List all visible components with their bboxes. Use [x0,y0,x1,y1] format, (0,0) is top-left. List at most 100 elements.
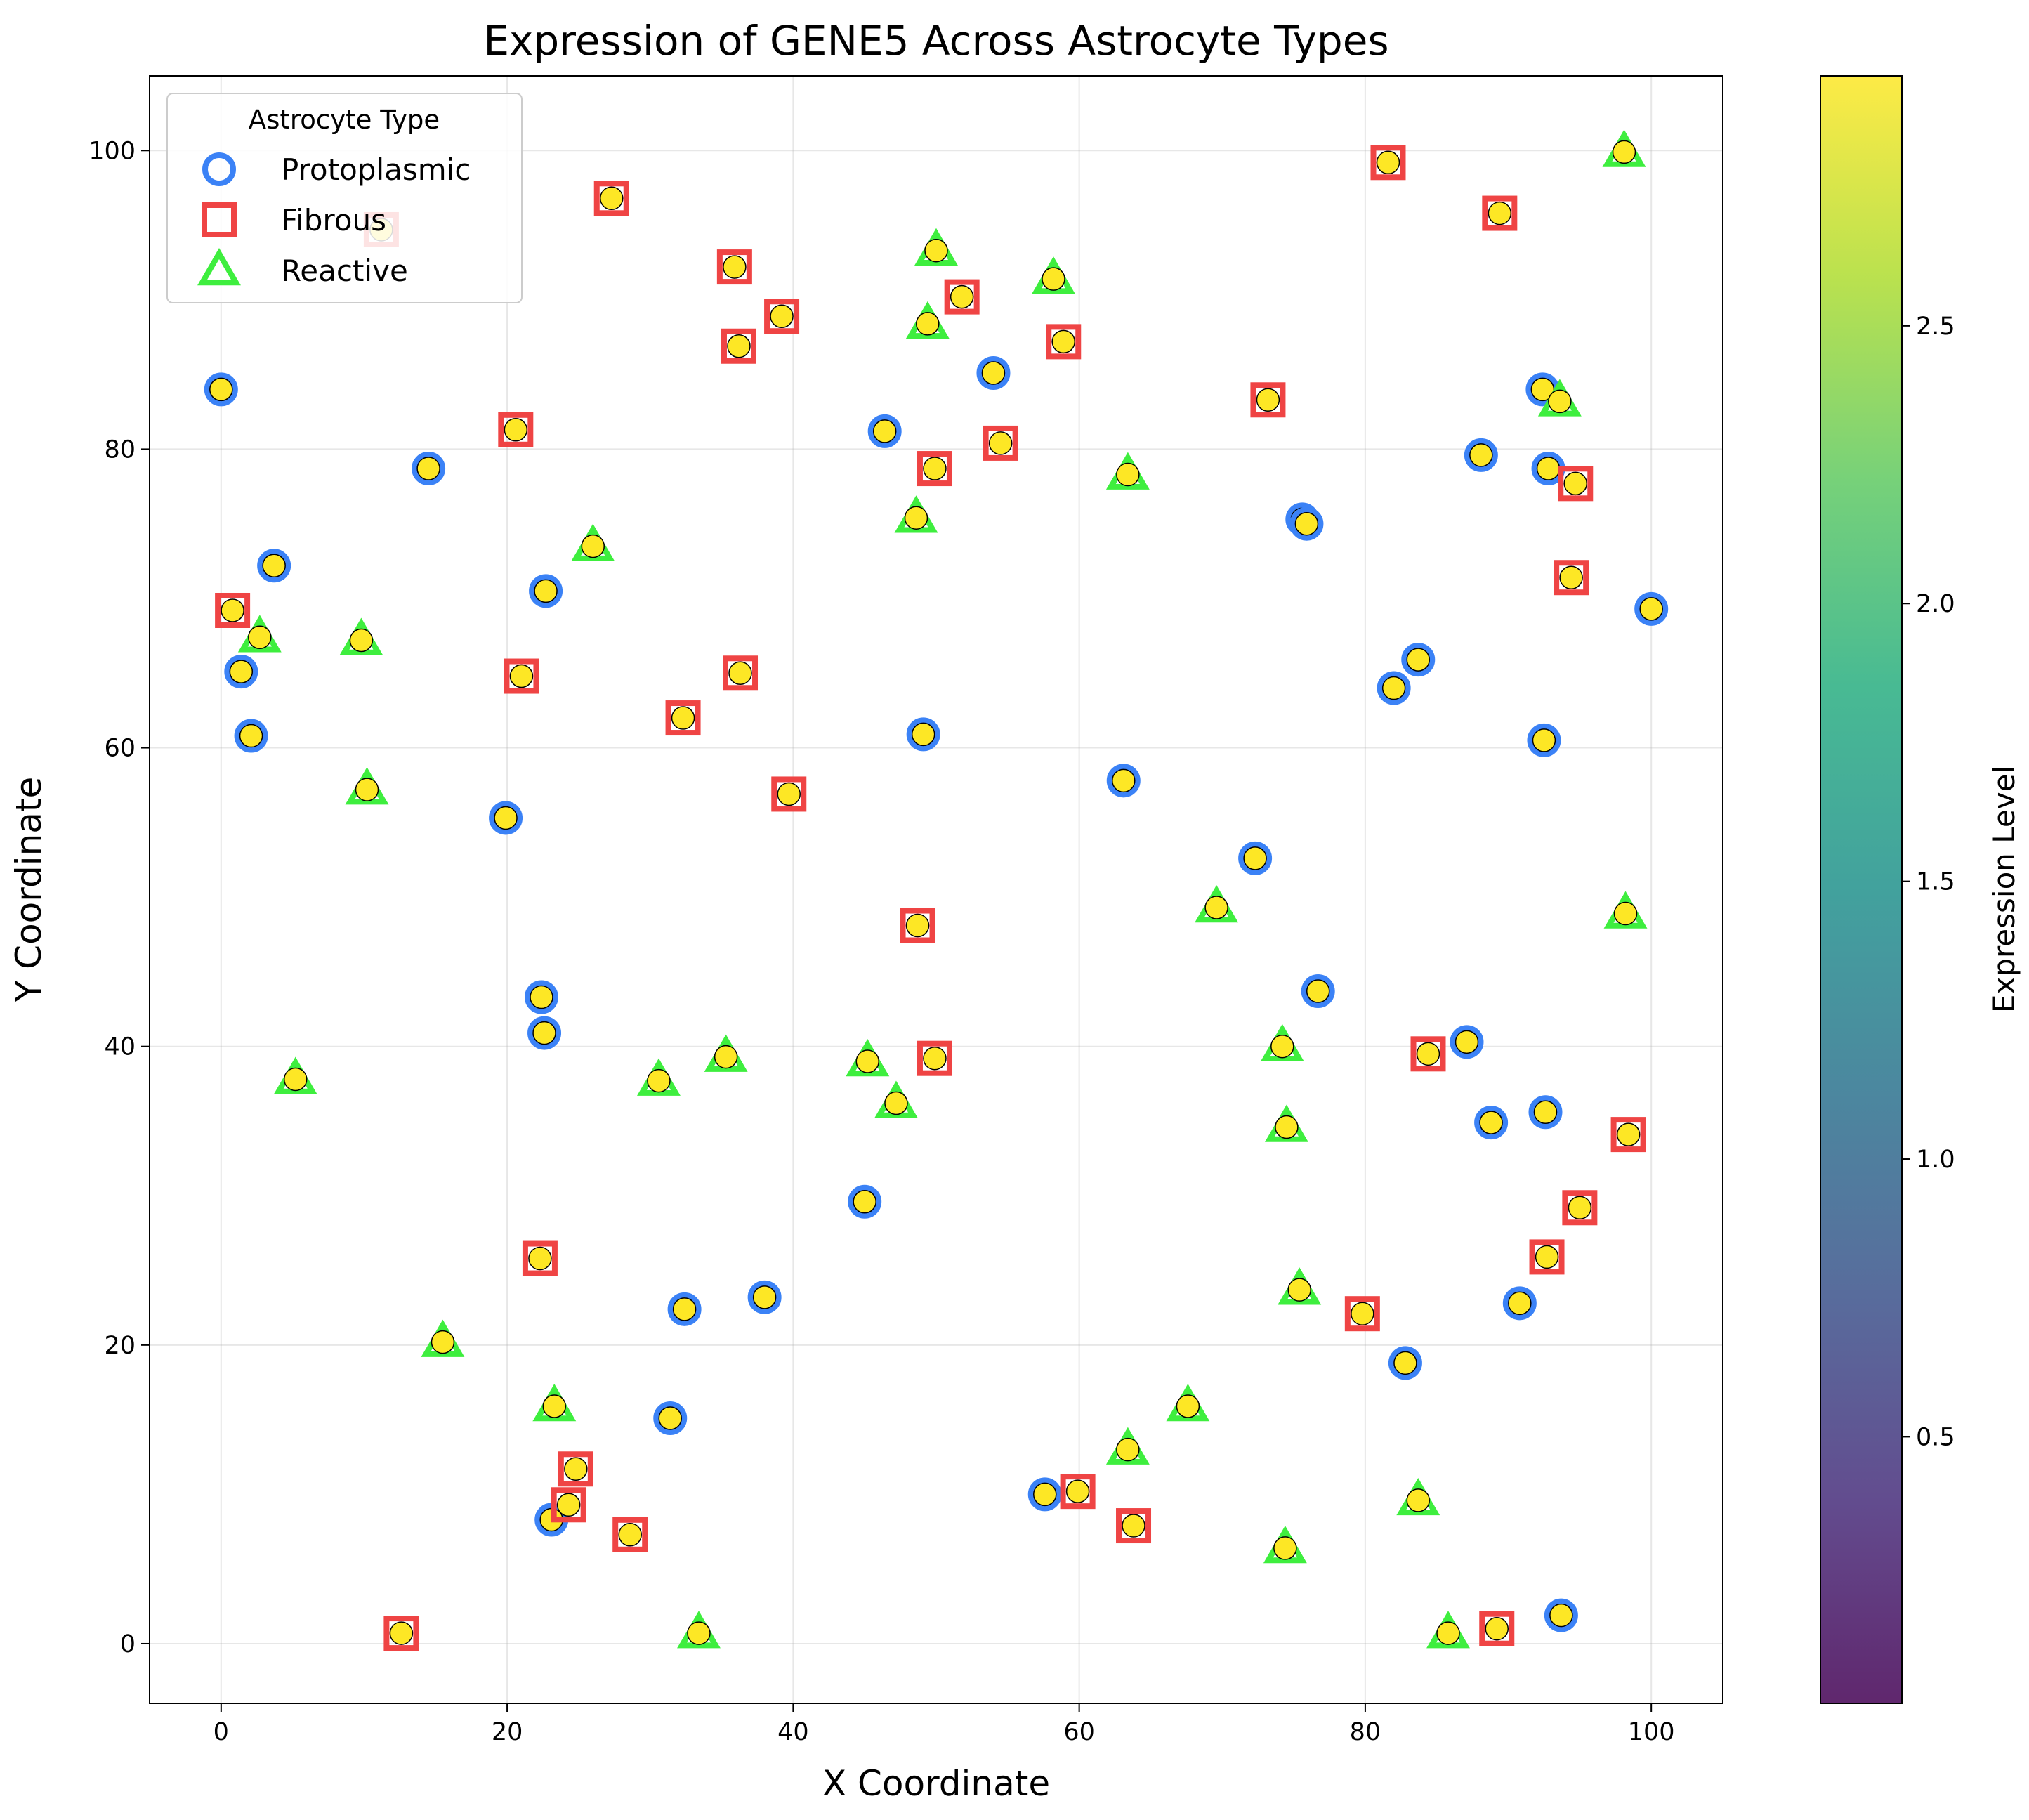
protoplasmic-marker [867,414,902,448]
protoplasmic-marker [1401,643,1436,677]
y-axis: 0 20 40 60 80 100 [88,137,150,1658]
expression-dot [647,1068,671,1093]
point-protoplasmic [1474,1106,1509,1140]
fibrous-marker [551,1487,586,1523]
point-protoplasmic [1528,1095,1563,1130]
protoplasmic-marker [1502,1286,1537,1321]
expression-dot [494,806,518,830]
expression-dot [714,1045,738,1069]
point-protoplasmic [529,574,563,608]
expression-dot [564,1457,588,1481]
protoplasmic-marker [906,717,940,752]
expression-dot [950,284,974,309]
colorbar-label: Expression Level [1987,766,2021,1013]
protoplasmic-marker [489,801,523,835]
expression-dot [221,598,244,622]
legend-title: Astrocyte Type [249,105,440,135]
expression-dot [1243,846,1267,870]
expression-dot [528,1246,552,1271]
expression-dot [904,506,928,530]
expression-dot [355,778,379,801]
point-protoplasmic [1106,764,1141,798]
fibrous-marker [723,655,759,691]
expression-dot [1116,1437,1140,1462]
expression-dot [672,1297,697,1321]
point-fibrous [551,1487,586,1523]
expression-dot [1469,443,1493,467]
expression-dot [855,1049,880,1073]
legend-protoplasmic-marker [202,152,236,186]
fibrous-marker [522,1240,558,1276]
legend-item-reactive: Reactive [197,248,408,288]
point-protoplasmic [1464,438,1498,472]
protoplasmic-marker [257,549,291,583]
plot-frame [149,75,1723,1704]
expression-dot [1548,389,1572,414]
point-protoplasmic [1289,506,1324,541]
point-reactive [677,1611,721,1649]
protoplasmic-marker [1301,974,1335,1009]
point-reactive [345,767,389,805]
expression-dot [1042,267,1065,291]
expression-dot [853,1190,876,1214]
protoplasmic-marker [667,1292,702,1326]
protoplasmic-marker [1474,1106,1509,1140]
protoplasmic-marker [747,1280,782,1314]
point-fibrous [1558,466,1594,502]
expression-dot [1065,1479,1090,1503]
point-fibrous [1529,1239,1565,1275]
expression-dot [618,1523,642,1547]
fibrous-marker [716,249,752,285]
point-reactive [571,523,615,561]
expression-dot [1639,597,1663,621]
expression-dot [916,312,940,336]
fibrous-marker [383,1616,419,1651]
point-protoplasmic [1377,671,1411,705]
point-reactive [1603,891,1648,929]
expression-dot [1533,1100,1558,1124]
expression-dot [1122,1514,1145,1538]
point-protoplasmic [867,414,902,448]
point-protoplasmic [976,356,1011,391]
fibrous-marker [558,1451,593,1487]
point-fibrous [1479,1611,1515,1646]
fibrous-marker [1562,1190,1598,1226]
expression-dot [229,660,254,683]
expression-dot [534,579,558,603]
fibrous-marker [1116,1508,1152,1544]
expression-dot [1306,979,1330,1003]
point-reactive [1537,379,1582,417]
point-protoplasmic [1401,643,1436,677]
protoplasmic-marker [653,1401,688,1435]
point-reactive [273,1056,317,1094]
expression-dot [1535,1245,1559,1269]
point-reactive [905,301,950,339]
fibrous-marker [983,425,1018,461]
point-reactive [636,1058,681,1096]
point-protoplasmic [527,1016,562,1050]
fibrous-marker [1344,1296,1380,1332]
point-fibrous [1250,382,1286,418]
y-tick-label: 60 [104,735,136,763]
expression-dot [981,361,1006,385]
y-tick-label: 100 [88,137,136,165]
expression-dot [1508,1291,1532,1316]
fibrous-marker [944,279,980,315]
fibrous-marker [1554,560,1589,596]
fibrous-marker [665,700,701,736]
point-protoplasmic [906,717,940,752]
expression-dot [1406,648,1431,672]
point-fibrous [723,655,759,691]
legend-reactive-marker [197,248,241,286]
expression-dot [1294,511,1319,536]
point-fibrous [917,451,952,487]
protoplasmic-marker [848,1184,882,1219]
legend-label-protoplasmic: Protoplasmic [281,152,471,187]
point-protoplasmic [1027,1477,1062,1512]
point-fibrous [917,1040,952,1076]
point-reactive [421,1319,465,1357]
expression-dot [924,238,948,263]
x-tick-label: 40 [777,1718,809,1746]
expression-dot [1381,676,1406,700]
fibrous-marker [917,1040,952,1076]
